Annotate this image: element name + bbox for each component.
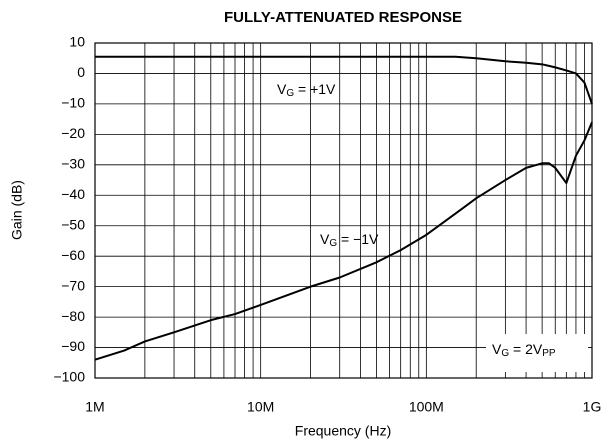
y-axis-label: Gain (dB): [9, 180, 25, 240]
annotation-text: V: [492, 341, 502, 357]
chart-title: FULLY-ATTENUATED RESPONSE: [224, 9, 462, 26]
x-tick-label: 1M: [85, 399, 104, 415]
series-line: [94, 121, 593, 361]
y-tick-label: −100: [53, 369, 85, 385]
annotation-subscript: G: [286, 88, 294, 99]
grid: [94, 42, 593, 379]
y-tick-label: 10: [69, 34, 85, 50]
annotation-subscript: G: [501, 348, 509, 359]
y-tick-label: −40: [61, 186, 85, 202]
y-tick-label: 0: [77, 64, 85, 80]
y-tick-label: −50: [61, 216, 85, 232]
y-tick-label: −10: [61, 95, 85, 111]
annotation-text: = 2V: [509, 341, 543, 357]
annotation: VG = 2VPP: [492, 341, 556, 359]
x-axis-label: Frequency (Hz): [295, 423, 391, 439]
x-tick-label: 1G: [583, 399, 602, 415]
y-tick-label: −30: [61, 156, 85, 172]
annotation-text: = +1V: [294, 81, 336, 97]
annotation-text: = −1V: [337, 231, 379, 247]
annotation-text: V: [277, 81, 287, 97]
y-tick-label: −60: [61, 247, 85, 263]
annotation: VG = +1V: [277, 81, 336, 99]
plot-frame: [94, 42, 593, 379]
y-tick-label: −90: [61, 338, 85, 354]
y-tick-label: −20: [61, 125, 85, 141]
annotation-subscript: PP: [542, 348, 556, 359]
x-tick-label: 10M: [247, 399, 274, 415]
x-tick-label: 100M: [409, 399, 444, 415]
annotation-text: V: [320, 231, 330, 247]
annotation: VG = −1V: [320, 231, 379, 249]
annotation-subscript: G: [329, 238, 337, 249]
annotation-box: [486, 334, 588, 372]
series-line: [95, 55, 593, 105]
y-tick-label: −80: [61, 308, 85, 324]
y-tick-label: −70: [61, 277, 85, 293]
